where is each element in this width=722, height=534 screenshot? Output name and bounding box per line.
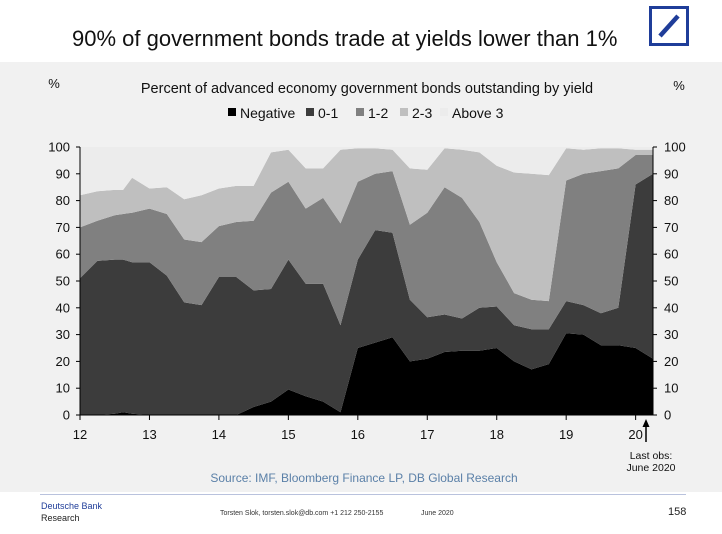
y-tick-label-right: 70	[664, 220, 678, 235]
brand-name: Deutsche Bank	[41, 501, 103, 511]
y-tick-label-left: 30	[56, 327, 70, 342]
footer-brand: Deutsche Bank Research	[41, 500, 102, 524]
x-tick-label: 14	[212, 427, 226, 442]
arrow-head-icon	[642, 419, 650, 427]
axes: 0 0 10 10 20 20 30 30 40 40 50 50 60 60 70 70 80 80 90 90 10…	[48, 140, 685, 443]
legend-label: 2-3	[412, 105, 432, 121]
legend-label: 0-1	[318, 105, 338, 121]
x-tick-label: 12	[73, 427, 87, 442]
area-series-above-3	[80, 147, 653, 200]
x-tick-label: 17	[420, 427, 434, 442]
y-tick-label-left: 70	[56, 220, 70, 235]
y-tick-label-right: 40	[664, 300, 678, 315]
y-axis-label-left: %	[48, 76, 60, 91]
y-tick-label-right: 50	[664, 274, 678, 289]
y-tick-label-right: 80	[664, 193, 678, 208]
x-tick-label: 15	[281, 427, 295, 442]
area-series-1-2	[80, 155, 653, 330]
legend-label: Negative	[240, 105, 295, 121]
y-tick-label-left: 50	[56, 274, 70, 289]
annotation-text-line: June 2020	[626, 462, 675, 474]
last-observation-annotation: Last obs:June 2020	[626, 419, 676, 474]
brand-subtitle: Research	[41, 513, 80, 523]
y-tick-label-left: 60	[56, 247, 70, 262]
x-tick-label: 19	[559, 427, 573, 442]
y-tick-label-right: 90	[664, 166, 678, 181]
area-series-2-3	[80, 148, 653, 302]
legend-swatch	[356, 108, 364, 116]
deutsche-bank-logo-icon	[649, 6, 689, 46]
stacked-area-chart: Percent of advanced economy government b…	[48, 76, 685, 485]
x-tick-label: 20	[628, 427, 642, 442]
y-tick-label-left: 40	[56, 300, 70, 315]
legend: Negative 0-1 1-2 2-3 Above 3	[228, 105, 504, 121]
y-tick-label-left: 10	[56, 381, 70, 396]
y-tick-label-right: 0	[664, 408, 671, 423]
slide-title: 90% of government bonds trade at yields …	[72, 26, 618, 51]
y-axis-label-right: %	[673, 78, 685, 93]
author-contact: Torsten Slok, torsten.slok@db.com +1 212…	[220, 510, 384, 517]
y-tick-label-right: 20	[664, 354, 678, 369]
chart-title: Percent of advanced economy government b…	[141, 81, 593, 97]
y-tick-label-left: 100	[48, 140, 70, 155]
x-tick-label: 16	[351, 427, 365, 442]
legend-swatch	[440, 108, 448, 116]
legend-swatch	[306, 108, 314, 116]
y-tick-label-right: 10	[664, 381, 678, 396]
y-tick-label-left: 0	[63, 408, 70, 423]
footer-rule	[40, 494, 686, 495]
page-number: 158	[668, 506, 687, 518]
area-series-0-1	[80, 173, 653, 415]
publication-date: June 2020	[421, 510, 454, 517]
legend-label: 1-2	[368, 105, 388, 121]
y-tick-label-right: 100	[664, 140, 686, 155]
y-tick-label-left: 20	[56, 354, 70, 369]
y-tick-label-right: 30	[664, 327, 678, 342]
legend-swatch	[228, 108, 236, 116]
area-series-group	[80, 147, 653, 415]
annotation-text-line: Last obs:	[630, 450, 673, 462]
y-tick-label-left: 80	[56, 193, 70, 208]
source-note: Source: IMF, Bloomberg Finance LP, DB Gl…	[210, 471, 517, 485]
logo-slash-icon	[658, 14, 680, 38]
header-band	[0, 0, 722, 62]
y-tick-label-left: 90	[56, 166, 70, 181]
x-tick-label: 13	[142, 427, 156, 442]
x-tick-label: 18	[489, 427, 503, 442]
legend-label: Above 3	[452, 105, 504, 121]
y-tick-label-right: 60	[664, 247, 678, 262]
area-series-negative	[80, 333, 653, 415]
legend-swatch	[400, 108, 408, 116]
